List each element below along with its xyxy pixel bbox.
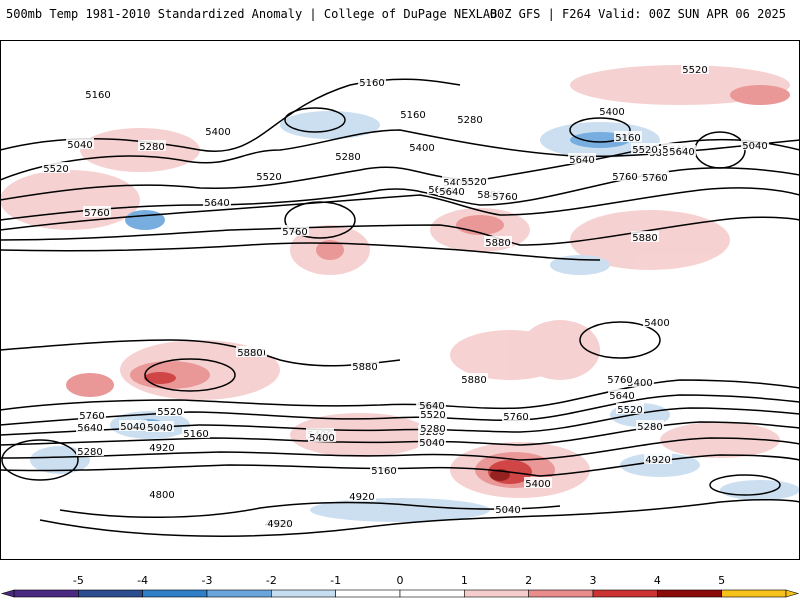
contour-label: 5280 [139,142,164,153]
contour-label: 5160 [85,90,110,101]
contour-label: 5520 [461,177,486,188]
contour-label: 5640 [669,147,694,158]
colorbar-tick-label: 5 [718,574,725,587]
contour-label: 5040 [419,438,444,449]
colorbar-tick-label: 0 [397,574,404,587]
contour-label: 5040 [495,505,520,516]
map-title: 500mb Temp 1981-2010 Standardized Anomal… [6,7,498,21]
contour-label: 4920 [349,492,374,503]
contour-label: 5760 [503,412,528,423]
colorbar-swatch [657,589,722,598]
header: 500mb Temp 1981-2010 Standardized Anomal… [0,0,800,30]
colorbar-swatch [399,589,465,598]
colorbar-swatch [78,589,143,598]
colorbar-tick-label: -4 [137,574,148,587]
contour-label: 5400 [525,479,550,490]
contour-label: 5520 [157,407,182,418]
contour-label: 5760 [612,172,637,183]
contour-label: 5520 [617,405,642,416]
contour-label: 4800 [149,490,174,501]
contour-label: 5880 [352,362,377,373]
contour-label: 5280 [77,447,102,458]
contour-label: 5040 [742,141,767,152]
contour-label: 5280 [637,422,662,433]
contour-label: 5280 [335,152,360,163]
colorbar-swatch [335,589,401,598]
contour-label: 5280 [457,115,482,126]
contour-label: 5160 [615,133,640,144]
contour-label: 5880 [477,190,502,201]
contour-label: 5760 [79,411,104,422]
colorbar-swatch [13,589,79,598]
colorbar-tick-label: -2 [266,574,277,587]
colorbar-swatch [592,589,658,598]
colorbar-swatch [206,589,272,598]
contour-label: 5640 [609,391,634,402]
contour-label: 5040 [67,140,92,151]
contour-label: 5160 [400,110,425,121]
contour-label: 5520 [256,172,281,183]
contour-label: 4920 [645,455,670,466]
colorbar: -5 -4 -3 -2 -1 0 1 2 3 4 5 [0,574,800,598]
contour-label: 5760 [642,173,667,184]
colorbar-swatch [142,589,208,598]
contour-label: 5160 [359,78,384,89]
contour-label: 5280 [420,424,445,435]
contour-label: 5760 [607,375,632,386]
contour-label: 5400 [443,178,468,189]
contour-label: 4920 [267,519,292,530]
contour-label: 5160 [371,466,396,477]
contour-label: 5520 [420,410,445,421]
contour-label: 5400 [644,318,669,329]
colorbar-tick-label: 4 [654,574,661,587]
contour-label: 5640 [569,155,594,166]
colorbar-high-arrow [785,589,800,598]
contour-label: 5520 [632,145,657,156]
contour-label: 5520 [682,65,707,76]
contour-label: 5640 [77,423,102,434]
contour-label: 5520 [43,164,68,175]
contour-label: 5040 [147,423,172,434]
colorbar-swatch [271,589,336,598]
contour-label: 5040 [120,422,145,433]
contour-label: 5400 [409,143,434,154]
contour-label: 5160 [183,429,208,440]
contour-label: 5640 [439,187,464,198]
colorbar-tick-label: 3 [590,574,597,587]
colorbar-low-arrow [0,589,15,598]
contour-label: 5640 [204,198,229,209]
contour-label: 5880 [461,375,486,386]
colorbar-swatch [721,589,787,598]
run-valid-time: 00Z GFS | F264 Valid: 00Z SUN APR 06 202… [489,7,786,21]
contour-label: 5760 [282,227,307,238]
colorbar-swatch [464,589,529,598]
contour-label: 5400 [599,107,624,118]
colorbar-swatch [528,589,594,598]
colorbar-tick-label: -3 [202,574,213,587]
contour-label: 5760 [492,192,517,203]
contour-label: 4920 [149,443,174,454]
colorbar-ticks: -5 -4 -3 -2 -1 0 1 2 3 4 5 [73,574,725,587]
contour-label: 5400 [205,127,230,138]
colorbar-tick-label: -1 [330,574,341,587]
contour-label: 5640 [419,401,444,412]
colorbar-tick-label: -5 [73,574,84,587]
contour-label: 5400 [309,433,334,444]
contour-label: 5880 [237,348,262,359]
contour-label: 5400 [627,378,652,389]
contour-label: 5880 [632,233,657,244]
colorbar-tick-label: 1 [461,574,468,587]
contour-label: 5760 [84,208,109,219]
colorbar-tick-label: 2 [525,574,532,587]
contour-label: 5880 [485,238,510,249]
colorbar-swatches [0,589,800,598]
